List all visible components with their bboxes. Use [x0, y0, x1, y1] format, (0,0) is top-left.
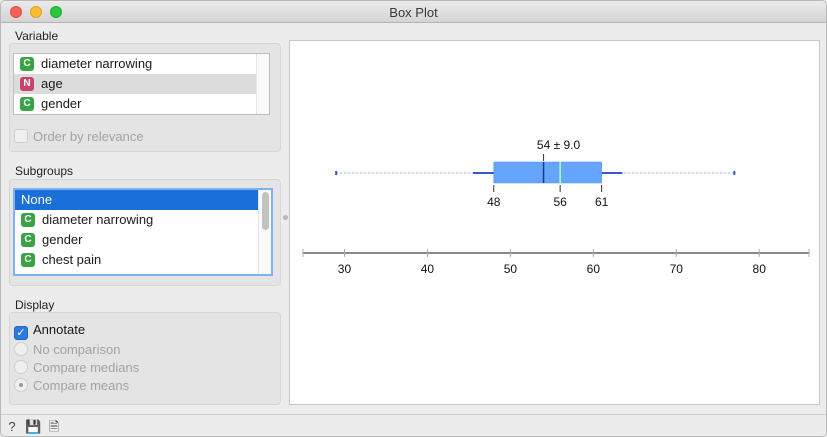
variable-list[interactable]: C diameter narrowing N age C gender: [13, 53, 270, 115]
minimize-window-button[interactable]: [30, 6, 42, 18]
title-bar: Box Plot: [1, 1, 826, 23]
check-icon: ✓: [14, 326, 28, 340]
q1-label: 48: [487, 195, 501, 209]
variable-item-age[interactable]: N age: [14, 74, 269, 94]
compare-means-label: Compare means: [33, 378, 130, 393]
maximize-window-button[interactable]: [50, 6, 62, 18]
display-section-label: Display: [15, 298, 55, 312]
order-by-relevance-label: Order by relevance: [33, 129, 144, 144]
subgroup-item-label: None: [21, 192, 53, 207]
subgroups-group: None C diameter narrowing C gender C che…: [9, 179, 281, 286]
scrollbar-thumb[interactable]: [262, 192, 269, 230]
continuous-icon: C: [21, 233, 35, 247]
x-axis-tick-label: 30: [338, 262, 352, 276]
variable-item-label: gender: [41, 96, 82, 111]
subgroups-section-label: Subgroups: [15, 164, 74, 178]
variable-group: C diameter narrowing N age C gender Orde…: [9, 43, 281, 152]
order-by-relevance-checkbox[interactable]: Order by relevance: [14, 129, 144, 145]
subgroup-item-gender[interactable]: C gender: [15, 230, 271, 250]
box-plot-chart: 54 ± 9.0 48 56 61 30 40 50 60 70 80: [302, 138, 810, 276]
numeric-icon: N: [20, 77, 34, 91]
compare-medians-label: Compare medians: [33, 360, 140, 375]
annotate-checkbox[interactable]: ✓ Annotate: [14, 322, 86, 340]
report-icon[interactable]: 🗎: [48, 419, 60, 434]
no-comparison-radio[interactable]: No comparison: [14, 342, 120, 358]
subgroups-list[interactable]: None C diameter narrowing C gender C che…: [13, 188, 273, 276]
plot-area: 54 ± 9.0 48 56 61 30 40 50 60 70 80: [289, 40, 820, 405]
window-title: Box Plot: [389, 5, 438, 20]
save-icon[interactable]: 💾: [25, 419, 42, 434]
subgroup-item-chest-pain[interactable]: C chest pain: [15, 250, 271, 270]
x-axis-tick-label: 80: [753, 262, 767, 276]
box: [493, 161, 602, 184]
help-icon[interactable]: ?: [8, 419, 16, 434]
radio-circle-selected: [14, 378, 28, 392]
variable-section-label: Variable: [15, 29, 59, 43]
close-window-button[interactable]: [10, 6, 22, 18]
compare-medians-radio[interactable]: Compare medians: [14, 360, 139, 376]
subgroup-item-none[interactable]: None: [15, 190, 271, 210]
variable-item-label: diameter narrowing: [41, 56, 153, 71]
continuous-icon: C: [20, 57, 34, 71]
subgroup-item-label: gender: [42, 232, 83, 247]
x-axis-tick-label: 50: [504, 262, 518, 276]
display-group: ✓ Annotate No comparison Compare medians …: [9, 312, 281, 405]
x-axis-tick-label: 40: [421, 262, 435, 276]
variable-item-label: age: [41, 76, 63, 91]
splitter-handle[interactable]: [283, 215, 288, 220]
continuous-icon: C: [21, 253, 35, 267]
q3-label: 61: [595, 195, 609, 209]
variable-list-scrollbar[interactable]: [256, 54, 269, 114]
no-comparison-label: No comparison: [33, 342, 121, 357]
x-axis-tick-label: 60: [587, 262, 601, 276]
subgroups-list-scrollbar[interactable]: [258, 190, 271, 274]
checkbox-box: [14, 129, 28, 143]
variable-item-gender[interactable]: C gender: [14, 94, 269, 114]
radio-circle: [14, 342, 28, 356]
variable-item-diameter-narrowing[interactable]: C diameter narrowing: [14, 54, 269, 74]
compare-means-radio[interactable]: Compare means: [14, 378, 129, 394]
mean-sd-label: 54 ± 9.0: [537, 138, 581, 152]
continuous-icon: C: [21, 213, 35, 227]
median-label: 56: [553, 195, 567, 209]
x-axis-tick-label: 70: [670, 262, 684, 276]
annotate-label: Annotate: [33, 322, 86, 337]
status-bar: ? 💾 🗎: [1, 414, 826, 436]
subgroup-item-label: diameter narrowing: [42, 212, 154, 227]
continuous-icon: C: [20, 97, 34, 111]
radio-circle: [14, 360, 28, 374]
subgroup-item-diameter-narrowing[interactable]: C diameter narrowing: [15, 210, 271, 230]
subgroup-item-label: chest pain: [42, 252, 102, 267]
